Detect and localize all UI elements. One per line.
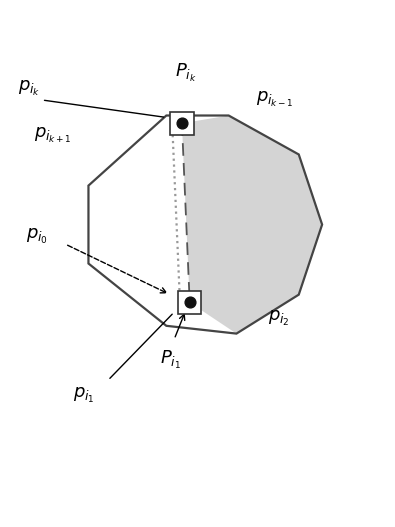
- Text: $p_{i_k}$: $p_{i_k}$: [18, 79, 41, 98]
- Text: $p_{i_{k+1}}$: $p_{i_{k+1}}$: [34, 125, 71, 144]
- Text: $P_{i_k}$: $P_{i_k}$: [175, 62, 197, 84]
- Text: $p_{i_2}$: $p_{i_2}$: [267, 308, 289, 328]
- Text: $p_{i_1}$: $p_{i_1}$: [73, 386, 95, 405]
- Text: $P_{i_1}$: $P_{i_1}$: [160, 349, 181, 372]
- Text: $p_{i_0}$: $p_{i_0}$: [26, 227, 48, 246]
- Text: $p_{i_{k-1}}$: $p_{i_{k-1}}$: [256, 91, 293, 110]
- Bar: [170, 112, 194, 135]
- Point: [186, 298, 193, 307]
- Polygon shape: [182, 115, 322, 334]
- Bar: [178, 291, 201, 314]
- Point: [179, 119, 185, 128]
